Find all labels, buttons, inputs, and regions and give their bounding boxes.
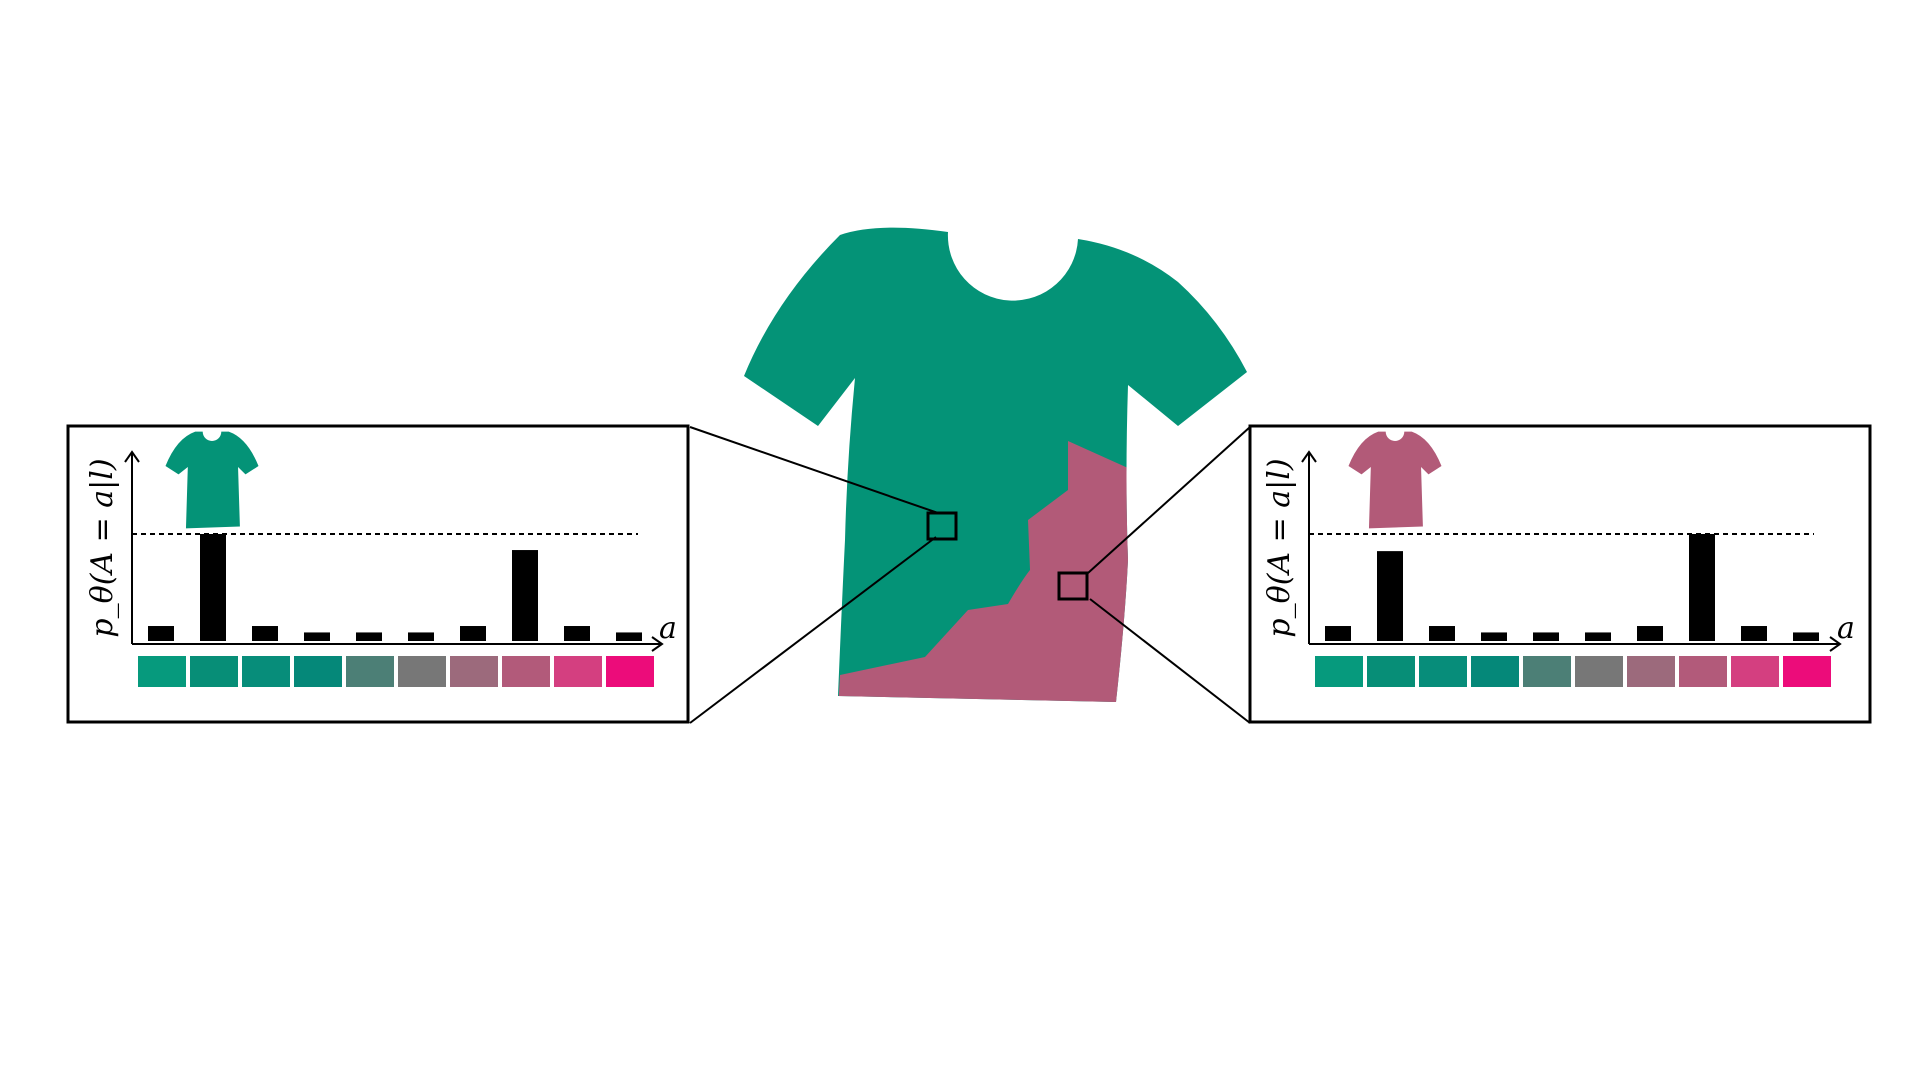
zoom-marker-mauve xyxy=(1057,571,1089,601)
bars xyxy=(148,534,642,641)
color-swatch-4 xyxy=(1471,656,1519,687)
bar-8 xyxy=(1689,534,1715,641)
y-axis-label: p_θ(A = a|l) xyxy=(1262,458,1297,637)
color-swatch-4 xyxy=(294,656,342,687)
bar-7 xyxy=(460,626,486,641)
bar-9 xyxy=(1741,626,1767,641)
color-swatches xyxy=(1315,656,1831,687)
bar-2 xyxy=(1377,551,1403,641)
bar-4 xyxy=(304,632,330,641)
x-axis-label: a xyxy=(659,611,677,646)
axes xyxy=(124,450,664,652)
color-swatch-3 xyxy=(1419,656,1467,687)
color-swatch-1 xyxy=(1315,656,1363,687)
x-axis-label: a xyxy=(1837,611,1855,646)
color-swatch-1 xyxy=(138,656,186,687)
color-swatches xyxy=(138,656,654,687)
color-swatch-2 xyxy=(1367,656,1415,687)
color-swatch-9 xyxy=(554,656,602,687)
color-swatch-10 xyxy=(1783,656,1831,687)
center-t-shirt xyxy=(744,227,1247,703)
color-swatch-10 xyxy=(606,656,654,687)
bar-6 xyxy=(408,632,434,641)
teal-t-shirt-icon xyxy=(165,431,259,529)
bars xyxy=(1325,534,1819,641)
color-swatch-2 xyxy=(190,656,238,687)
bar-4 xyxy=(1481,632,1507,641)
bar-2 xyxy=(200,534,226,641)
mauve-region xyxy=(838,441,1128,703)
zoom-marker-teal xyxy=(926,511,958,541)
mini-t-shirt-shape xyxy=(1348,431,1442,529)
color-swatch-3 xyxy=(242,656,290,687)
bar-3 xyxy=(1429,626,1455,641)
color-swatch-8 xyxy=(502,656,550,687)
callout-lines xyxy=(689,426,1251,724)
bar-5 xyxy=(1533,632,1559,641)
right-distribution-panel: p_θ(A = a|l) a xyxy=(1248,424,1872,724)
bar-9 xyxy=(564,626,590,641)
bar-3 xyxy=(252,626,278,641)
bar-1 xyxy=(148,626,174,641)
bar-5 xyxy=(356,632,382,641)
bar-1 xyxy=(1325,626,1351,641)
color-swatch-5 xyxy=(1523,656,1571,687)
color-swatch-5 xyxy=(346,656,394,687)
bar-7 xyxy=(1637,626,1663,641)
axes xyxy=(1301,450,1842,652)
y-axis-label: p_θ(A = a|l) xyxy=(85,458,120,637)
color-swatch-7 xyxy=(1627,656,1675,687)
mini-t-shirt-shape xyxy=(165,431,259,529)
color-swatch-6 xyxy=(398,656,446,687)
bar-10 xyxy=(616,632,642,641)
color-swatch-7 xyxy=(450,656,498,687)
bar-8 xyxy=(512,550,538,641)
left-distribution-panel: p_θ(A = a|l) a xyxy=(66,424,690,724)
mauve-t-shirt-icon xyxy=(1348,431,1442,529)
color-swatch-6 xyxy=(1575,656,1623,687)
color-swatch-9 xyxy=(1731,656,1779,687)
color-swatch-8 xyxy=(1679,656,1727,687)
bar-6 xyxy=(1585,632,1611,641)
bar-10 xyxy=(1793,632,1819,641)
